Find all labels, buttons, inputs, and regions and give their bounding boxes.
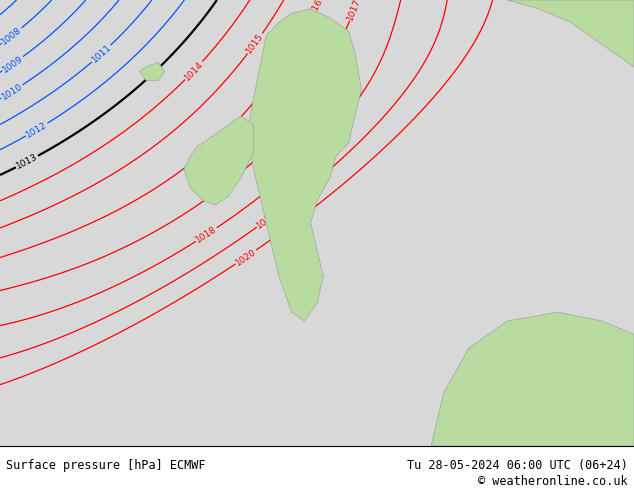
Text: 1020: 1020: [234, 247, 258, 267]
Polygon shape: [431, 312, 634, 446]
Text: 1012: 1012: [25, 120, 49, 139]
Text: © weatheronline.co.uk: © weatheronline.co.uk: [478, 475, 628, 488]
Text: 1016: 1016: [306, 0, 324, 21]
Text: 1013: 1013: [15, 152, 39, 171]
Polygon shape: [184, 116, 254, 205]
Text: 1019: 1019: [255, 209, 279, 230]
Polygon shape: [507, 0, 634, 67]
Text: 1010: 1010: [0, 82, 24, 101]
Text: 1015: 1015: [245, 32, 266, 55]
Text: 1017: 1017: [346, 0, 363, 22]
Text: 1008: 1008: [0, 25, 23, 47]
Polygon shape: [139, 62, 165, 80]
Text: 1018: 1018: [194, 224, 219, 245]
Text: 1011: 1011: [90, 43, 113, 65]
Text: 1014: 1014: [183, 59, 205, 82]
Text: Tu 28-05-2024 06:00 UTC (06+24): Tu 28-05-2024 06:00 UTC (06+24): [407, 459, 628, 472]
Polygon shape: [247, 9, 361, 321]
Text: Surface pressure [hPa] ECMWF: Surface pressure [hPa] ECMWF: [6, 459, 206, 472]
Text: 1009: 1009: [1, 54, 25, 74]
